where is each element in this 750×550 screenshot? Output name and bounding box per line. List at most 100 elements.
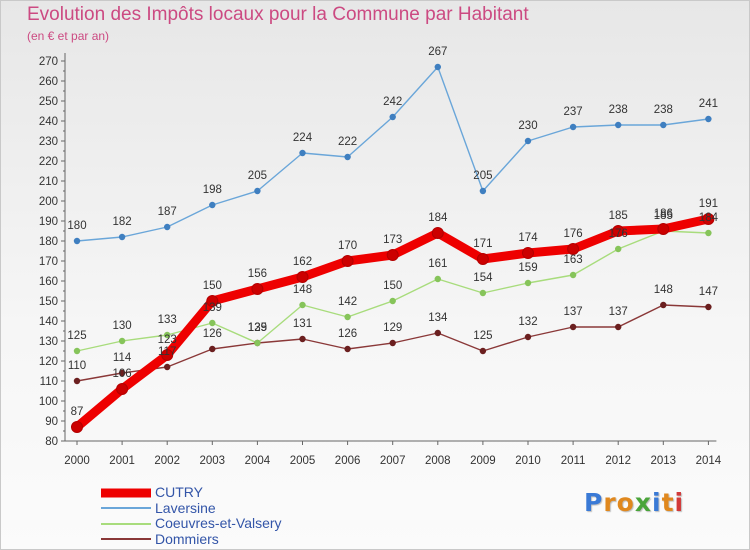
y-tick-label: 110 [40,376,58,388]
data-point-dommiers [705,303,712,311]
data-label-dommiers: 117 [158,346,176,358]
x-tick-label: 2007 [380,455,406,467]
y-tick-label: 260 [39,76,58,88]
data-label-coeuvres-et-valsery: 176 [609,228,628,240]
x-tick-label: 2009 [470,455,496,467]
data-point-coeuvres-et-valsery [389,297,396,305]
data-point-coeuvres-et-valsery [479,289,487,297]
x-tick-label: 2006 [335,455,361,467]
data-point-dommiers [299,335,306,343]
data-point-laversine [705,115,712,123]
data-point-cutry [116,383,129,395]
data-point-laversine [299,149,306,157]
data-point-dommiers [524,333,532,341]
data-label-dommiers: 129 [383,322,402,334]
data-point-coeuvres-et-valsery [434,275,441,283]
data-point-dommiers [118,369,126,377]
y-tick-label: 250 [39,96,58,108]
data-point-dommiers [660,301,667,309]
y-tick-label: 190 [39,216,58,228]
data-point-dommiers [479,347,487,355]
data-label-dommiers: 126 [203,328,222,340]
data-label-cutry: 176 [564,228,583,240]
data-label-laversine: 241 [699,98,718,110]
data-label-laversine: 180 [67,220,86,232]
data-label-dommiers: 134 [428,312,448,324]
data-label-laversine: 242 [383,96,402,108]
data-label-dommiers: 137 [609,306,628,318]
data-label-coeuvres-et-valsery: 135 [248,322,267,334]
data-label-coeuvres-et-valsery: 161 [428,258,447,270]
x-tick-label: 2001 [109,455,135,467]
data-point-coeuvres-et-valsery [524,279,532,287]
data-point-coeuvres-et-valsery [254,339,261,347]
data-label-coeuvres-et-valsery: 139 [203,302,222,314]
data-label-coeuvres-et-valsery: 163 [564,254,583,266]
data-point-laversine [254,187,261,195]
y-tick-label: 240 [39,116,58,128]
data-point-dommiers [344,345,351,353]
x-tick-label: 2010 [515,455,541,467]
data-label-dommiers: 110 [68,360,86,372]
x-tick-label: 2011 [561,455,586,467]
x-tick-label: 2003 [200,455,226,467]
data-label-cutry: 162 [293,256,312,268]
y-tick-label: 80 [45,436,58,448]
data-label-cutry: 173 [383,234,402,246]
x-tick-label: 2005 [290,455,316,467]
y-tick-label: 210 [39,176,58,188]
data-point-cutry [161,349,174,361]
x-tick-label: 2014 [696,455,722,467]
data-label-coeuvres-et-valsery: 159 [518,262,537,274]
data-point-coeuvres-et-valsery [299,301,306,309]
data-point-dommiers [569,323,577,331]
data-label-laversine: 205 [473,170,492,182]
data-point-cutry [251,283,264,295]
data-point-dommiers [389,339,396,347]
x-tick-label: 2000 [64,455,90,467]
legend-label: CUTRY [155,484,203,500]
data-point-laversine [118,233,126,241]
data-point-cutry [476,253,489,265]
data-label-coeuvres-et-valsery: 130 [113,320,132,332]
data-point-dommiers [434,329,441,337]
data-label-laversine: 198 [203,184,222,196]
legend-label: Dommiers [155,530,219,547]
data-label-dommiers: 132 [518,316,537,328]
data-label-cutry: 87 [71,406,84,418]
chart-axes: 8090100110120130140150160170180190200210… [39,53,722,467]
data-point-cutry [657,223,670,235]
data-label-coeuvres-et-valsery: 150 [383,280,402,292]
data-point-coeuvres-et-valsery [73,347,81,355]
data-label-laversine: 238 [654,104,673,116]
legend-swatch [101,488,151,498]
data-point-coeuvres-et-valsery [569,271,577,279]
data-label-dommiers: 147 [699,286,718,298]
series-markers [71,63,715,433]
data-point-cutry [702,213,715,225]
data-point-cutry [341,255,354,267]
data-label-cutry: 156 [248,268,267,280]
data-point-laversine [569,123,577,131]
data-label-cutry: 174 [518,232,538,244]
y-tick-label: 220 [39,156,58,168]
data-label-coeuvres-et-valsery: 133 [158,314,177,326]
data-point-cutry [296,271,309,283]
y-tick-label: 120 [39,356,58,368]
data-label-coeuvres-et-valsery: 184 [699,212,719,224]
y-tick-label: 160 [39,276,58,288]
data-point-cutry [567,243,580,255]
y-tick-label: 130 [39,336,58,348]
data-label-cutry: 191 [699,198,718,210]
legend-swatch [101,522,151,525]
data-label-dommiers: 125 [473,330,492,342]
data-point-cutry [612,225,625,237]
data-label-dommiers: 148 [654,284,673,296]
data-point-laversine [344,153,351,161]
y-tick-label: 150 [39,296,58,308]
data-point-dommiers [164,363,171,371]
data-label-laversine: 224 [293,132,313,144]
data-label-cutry: 170 [338,240,357,252]
